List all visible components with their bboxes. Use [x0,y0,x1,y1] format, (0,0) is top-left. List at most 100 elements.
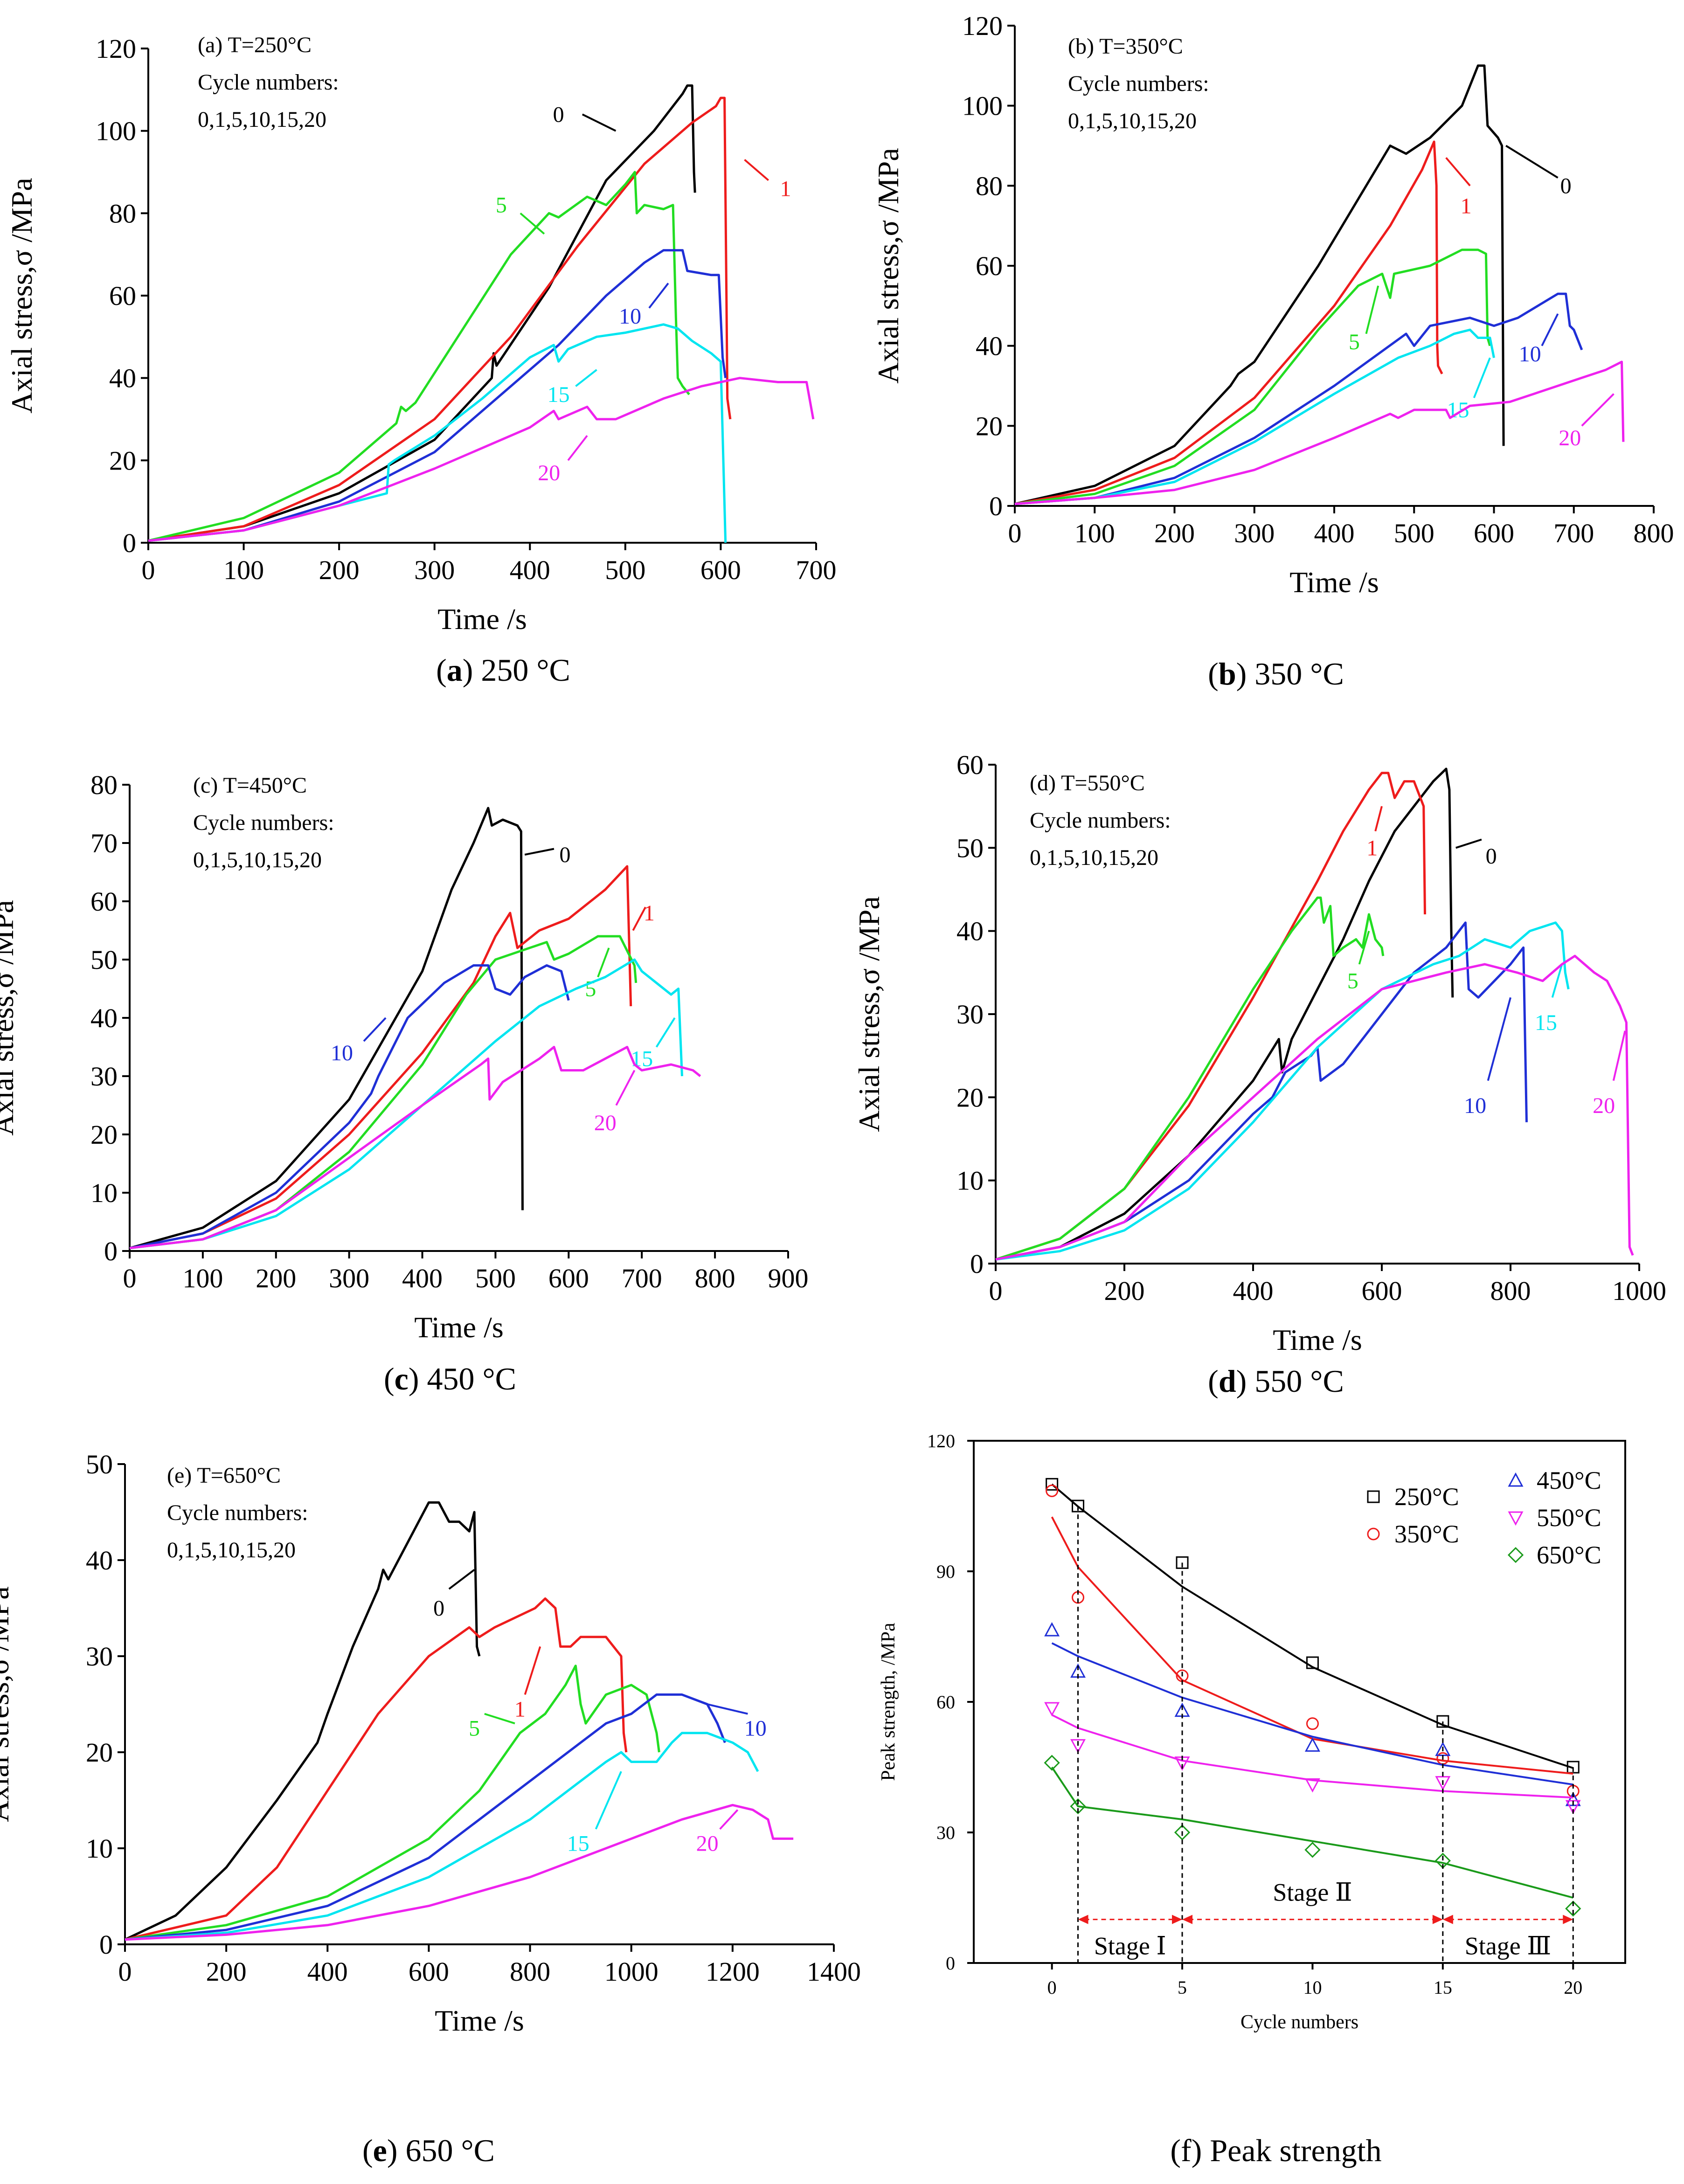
y-tick-label: 40 [976,331,1003,361]
data-point [1565,1901,1581,1917]
series-line-15 [995,921,1570,1261]
data-point [1304,1778,1320,1793]
panel-note-cycles-label: Cycle numbers: [167,1500,308,1525]
series-line-0 [995,767,1454,1261]
panel-note-title: (d) T=550°C [1030,771,1145,795]
series-leader-5 [1358,931,1370,965]
panel-note-cycles-label: Cycle numbers: [198,70,339,95]
y-tick-label: 20 [956,1082,984,1113]
data-point [1306,1656,1319,1669]
y-tick-label: 0 [970,1249,984,1279]
y-tick-label: 10 [90,1178,118,1208]
y-tick-label: 0 [104,1236,118,1266]
series-label-0: 0 [433,1596,444,1621]
x-tick-label: 600 [1474,518,1514,548]
x-axis-label: Time /s [1289,566,1379,599]
x-tick-label: 800 [510,1956,550,1987]
series-line-10 [1014,292,1583,505]
series-label-15: 15 [631,1047,653,1071]
y-axis-label: Axial stress,σ /MPa [852,896,886,1132]
y-tick-label: 20 [86,1737,113,1768]
y-tick-label: 30 [956,999,984,1030]
x-tick-label: 300 [1234,518,1275,548]
series-leader-5 [1365,285,1379,334]
series-label-10: 10 [619,304,641,329]
panel-b: 0 100 200 300 400 500 600 700 800020406080100120… [872,11,1674,691]
x-tick-label: 300 [329,1263,369,1293]
y-tick-label: 120 [927,1431,955,1451]
series-leader-5 [484,1713,515,1725]
y-tick-label: 10 [956,1166,984,1196]
x-tick-label: 700 [1553,518,1594,548]
series-line-5 [129,935,638,1250]
x-tick-label: 400 [1233,1276,1274,1306]
series-label-10: 10 [1464,1093,1486,1118]
series-line-1 [125,1597,628,1941]
series-leader-20 [567,435,588,461]
series-leader-15 [1473,357,1491,398]
series-leader-20 [1581,393,1615,427]
series-leader-1 [1374,806,1383,832]
y-tick-label: 40 [90,1003,118,1033]
y-axis-label: Axial stress,σ /MPa [5,178,38,414]
panel-note-title: (e) T=650°C [167,1463,281,1488]
y-tick-label: 60 [976,251,1003,281]
data-point [1306,1717,1319,1730]
series-line-0 [129,807,524,1250]
data-point [1044,1622,1060,1637]
series-label-20: 20 [538,461,560,485]
x-tick-label: 0 [123,1263,137,1293]
x-tick-label: 500 [475,1263,516,1293]
series-leader-5 [597,947,610,978]
series-label-20: 20 [1559,426,1581,450]
x-tick-label: 700 [796,555,837,585]
data-point [1174,1824,1191,1841]
series-leader-10 [1541,313,1559,346]
series-label-10: 10 [331,1041,353,1065]
data-point [1070,1739,1086,1754]
panel-note-cycles-label: Cycle numbers: [1030,808,1171,833]
series-label-5: 5 [496,193,507,218]
series-label-1: 1 [1366,836,1378,860]
series-leader-0 [1455,838,1482,849]
panel-note-cycles: 0,1,5,10,15,20 [167,1538,296,1562]
y-tick-label: 50 [90,945,118,975]
series-line-5 [995,896,1385,1261]
x-tick-label: 10 [1303,1977,1322,1998]
stage-arrow-head [1442,1914,1453,1924]
y-tick-label: 120 [96,34,136,64]
series-leader-1 [1445,157,1471,187]
series-label-1: 1 [644,901,655,926]
series-leader-0 [582,113,617,132]
x-tick-label: 600 [548,1263,589,1293]
y-tick-label: 40 [86,1545,113,1576]
series-leader-1 [632,906,646,931]
x-tick-label: 800 [1490,1276,1531,1306]
series-label-1: 1 [780,176,791,201]
series-line-5 [1014,249,1491,505]
x-tick-label: 800 [695,1263,735,1293]
data-point [1435,1776,1451,1790]
y-tick-label: 0 [99,1929,113,1960]
stage-arrow-head [1563,1914,1573,1924]
series-leader-20 [615,1070,636,1106]
panel-caption: (a) 250 °C [436,652,570,688]
panel-caption: (b) 350 °C [1208,656,1344,691]
series-line-10 [148,249,727,542]
y-tick-label: 80 [976,171,1003,201]
x-tick-label: 200 [1104,1276,1145,1306]
y-tick-label: 0 [946,1953,955,1974]
series-leader-10 [363,1017,387,1042]
x-axis-label: Time /s [1273,1323,1362,1356]
legend-label: 450°C [1537,1466,1601,1494]
y-tick-label: 60 [109,281,136,311]
panel-note-cycles: 0,1,5,10,15,20 [1068,109,1197,133]
series-leader-1 [744,159,769,181]
y-tick-label: 10 [86,1833,113,1864]
panel-note-cycles: 0,1,5,10,15,20 [1030,845,1158,870]
series-label-1: 1 [514,1697,526,1721]
legend-marker [1507,1547,1524,1563]
panel-caption: (d) 550 °C [1208,1363,1344,1399]
series-line-1 [995,772,1426,1261]
